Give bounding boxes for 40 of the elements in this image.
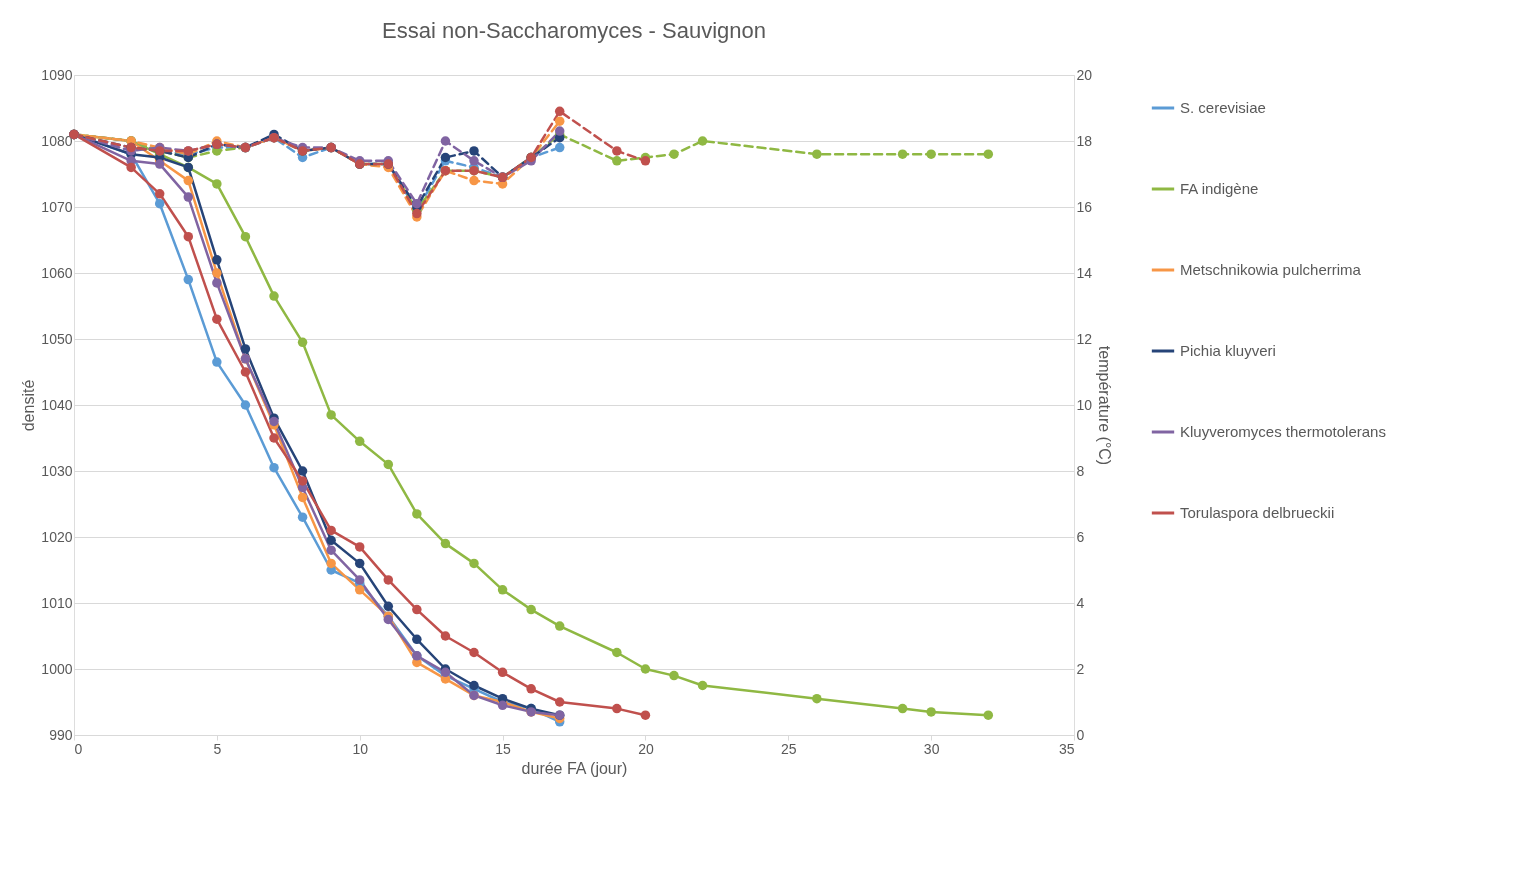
x-tick-label: 20: [638, 740, 654, 757]
legend-label: FA indigène: [1180, 180, 1259, 197]
y-tick-label: 1040: [41, 396, 73, 413]
y-tick-label: 1030: [41, 462, 73, 479]
x-tick-label: 30: [923, 740, 940, 757]
x-tick-label: 5: [213, 740, 222, 757]
y2-tick-label: 2: [1076, 660, 1085, 677]
y-tick-label: 1070: [41, 198, 73, 215]
y2-tick-label: 14: [1076, 264, 1093, 281]
y2-tick-label: 18: [1076, 132, 1093, 149]
legend-label: Torulaspora delbrueckii: [1180, 504, 1335, 521]
y2-tick-label: 8: [1076, 462, 1085, 479]
y-tick-label: 1000: [41, 660, 73, 677]
y2-tick-label: 10: [1076, 396, 1093, 413]
x-tick-label: 35: [1058, 740, 1075, 757]
y-tick-label: 990: [49, 726, 73, 743]
legend-label: Metschnikowia pulcherrima: [1180, 261, 1362, 278]
y-tick-label: 1060: [41, 264, 73, 281]
legend-label: S. cerevisiae: [1180, 99, 1266, 116]
y-axis-title: densité: [20, 379, 38, 432]
y-tick-label: 1050: [41, 330, 73, 347]
legend-label: Kluyveromyces thermotolerans: [1180, 423, 1386, 440]
y2-tick-label: 16: [1076, 198, 1093, 215]
chart-title: Essai non-Saccharomyces - Sauvignon: [382, 18, 766, 43]
x-tick-label: 25: [781, 740, 797, 757]
x-tick-label: 10: [352, 740, 369, 757]
y-tick-label: 1010: [41, 594, 73, 611]
y2-tick-label: 0: [1076, 726, 1085, 743]
y-tick-label: 1020: [41, 528, 73, 545]
x-tick-label: 15: [495, 740, 512, 757]
y2-tick-label: 12: [1076, 330, 1093, 347]
legend-label: Pichia kluyveri: [1180, 342, 1276, 359]
y-tick-label: 1090: [41, 66, 73, 83]
x-axis-title: durée FA (jour): [521, 759, 628, 777]
y2-tick-label: 6: [1076, 528, 1085, 545]
y2-axis-title: température (°C): [1096, 345, 1114, 466]
y2-tick-label: 4: [1076, 594, 1085, 611]
y2-tick-label: 20: [1076, 66, 1093, 83]
y-tick-label: 1080: [41, 132, 73, 149]
x-tick-label: 0: [74, 740, 83, 757]
